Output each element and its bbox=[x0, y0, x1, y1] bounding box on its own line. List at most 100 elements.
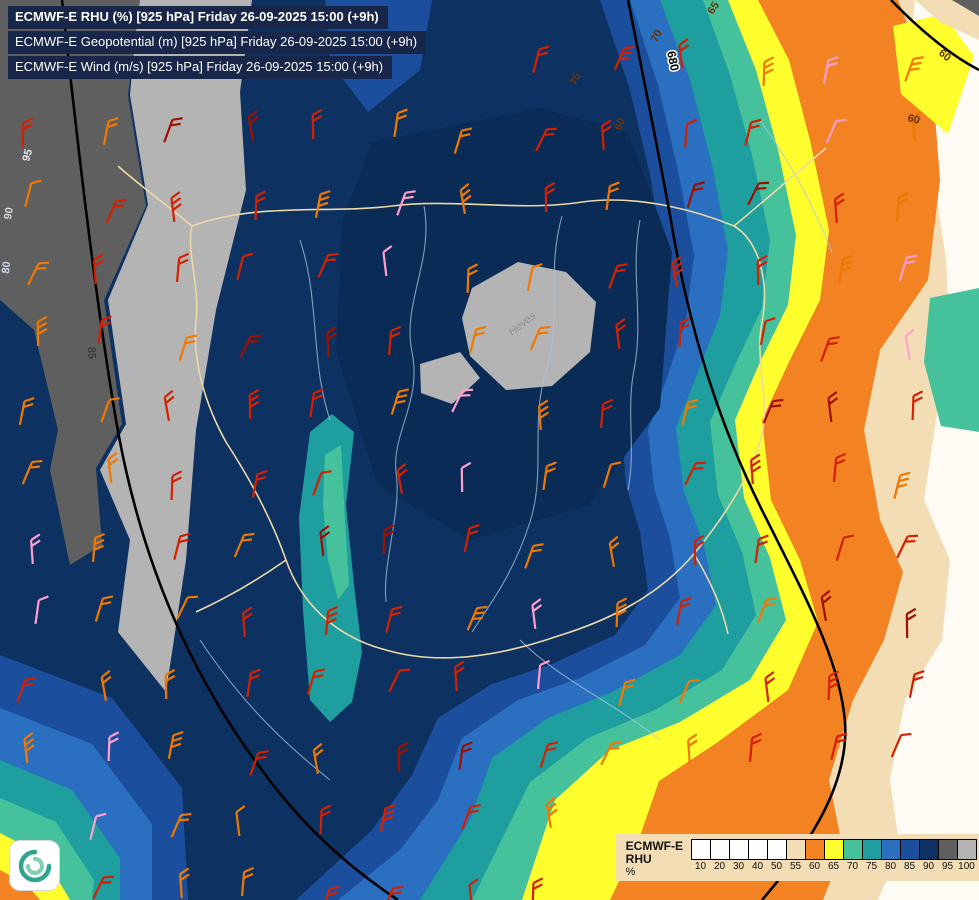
geopotential-contour-west bbox=[60, 0, 399, 900]
wind-barb bbox=[896, 534, 919, 559]
wind-barb bbox=[163, 389, 175, 422]
wind-barb bbox=[827, 670, 840, 701]
wind-barb bbox=[904, 328, 915, 361]
legend-value: 60 bbox=[808, 861, 821, 872]
wind-barb bbox=[675, 597, 692, 626]
wind-barb bbox=[396, 190, 416, 216]
wind-barb bbox=[382, 245, 393, 277]
wind-barb bbox=[827, 391, 839, 423]
provider-logo[interactable] bbox=[10, 841, 59, 890]
wind-barb bbox=[319, 804, 332, 835]
wind-barb bbox=[608, 535, 620, 568]
wind-barb bbox=[762, 56, 775, 87]
legend-model-label: ECMWF-E bbox=[625, 839, 683, 853]
wind-barb bbox=[248, 388, 260, 420]
wind-barb bbox=[21, 459, 43, 485]
contour-label: 95 bbox=[20, 148, 35, 163]
contour-label: 70 bbox=[649, 28, 665, 44]
wind-barb bbox=[830, 732, 848, 760]
wind-barb bbox=[681, 398, 699, 426]
rhu-ne-95-corner bbox=[952, 0, 979, 16]
wind-barb bbox=[754, 534, 769, 564]
wind-barb bbox=[89, 812, 107, 840]
legend-swatch bbox=[729, 839, 749, 860]
legend-value: 55 bbox=[789, 861, 802, 872]
wind-barb bbox=[832, 452, 846, 483]
wind-barb bbox=[239, 334, 262, 359]
wind-barb bbox=[908, 670, 925, 699]
wind-barb bbox=[176, 595, 199, 620]
legend-swatch bbox=[881, 839, 901, 860]
rhu-ne-65-70-band bbox=[893, 14, 974, 134]
wind-barb bbox=[322, 885, 340, 900]
legend-swatch bbox=[805, 839, 825, 860]
wind-barb bbox=[762, 398, 784, 424]
wind-barb bbox=[600, 119, 612, 151]
contour-label: 75 bbox=[568, 71, 584, 87]
river-lines bbox=[199, 119, 833, 781]
wind-barb bbox=[107, 731, 120, 762]
wind-barb bbox=[175, 252, 189, 283]
wind-barb bbox=[747, 181, 770, 206]
wind-barb bbox=[531, 598, 543, 630]
wind-barb bbox=[170, 470, 183, 501]
wind-barb bbox=[461, 804, 481, 830]
legend-value: 70 bbox=[846, 861, 859, 872]
wind-barb bbox=[748, 732, 762, 763]
title-geopotential: ECMWF-E Geopotential (m) [925 hPa] Frida… bbox=[8, 31, 427, 54]
wind-barb bbox=[247, 109, 259, 142]
wind-barb bbox=[21, 117, 34, 148]
wind-barb bbox=[382, 885, 404, 900]
legend-value: 10 bbox=[694, 861, 707, 872]
legend-value: 100 bbox=[958, 861, 975, 872]
legend: ECMWF-E RHU % 10 20 30 40 50 55 60 65 70 75 80 85 90… bbox=[615, 834, 979, 881]
wind-barb bbox=[170, 812, 192, 838]
wind-barb bbox=[822, 56, 839, 85]
title-block: ECMWF-E RHU (%) [925 hPa] Friday 26-09-2… bbox=[8, 6, 427, 81]
wind-barb bbox=[764, 671, 776, 703]
wind-barb bbox=[170, 191, 182, 223]
legend-swatch bbox=[767, 839, 787, 860]
wind-barb bbox=[686, 733, 698, 765]
wind-barb bbox=[29, 533, 41, 565]
legend-swatch bbox=[786, 839, 806, 860]
wind-barb bbox=[254, 190, 267, 221]
wind-barb bbox=[905, 607, 917, 639]
wind-barb bbox=[825, 118, 847, 144]
wind-barb bbox=[469, 325, 487, 353]
wind-barb bbox=[613, 45, 635, 71]
wind-barb bbox=[107, 452, 119, 484]
wind-barb bbox=[319, 525, 331, 557]
wind-barb bbox=[460, 461, 472, 493]
wind-barb bbox=[27, 261, 50, 286]
wind-barb bbox=[671, 255, 684, 288]
legend-value: 75 bbox=[865, 861, 878, 872]
geopotential-contours bbox=[60, 0, 979, 900]
legend-swatch bbox=[900, 839, 920, 860]
contour-label: 60 bbox=[613, 116, 628, 132]
wind-barb bbox=[615, 597, 628, 628]
wind-barb bbox=[759, 317, 776, 346]
legend-swatch bbox=[957, 839, 977, 860]
wind-barb bbox=[820, 336, 840, 362]
wind-barb bbox=[385, 605, 403, 633]
wind-barb bbox=[820, 589, 832, 622]
title-rhu: ECMWF-E RHU (%) [925 hPa] Friday 26-09-2… bbox=[8, 6, 388, 29]
legend-swatch bbox=[938, 839, 958, 860]
wind-barb bbox=[756, 254, 768, 286]
geopotential-label: 680 bbox=[664, 50, 682, 73]
wind-barb-layer bbox=[16, 38, 925, 900]
wind-barb bbox=[251, 470, 268, 499]
contour-label: 80 bbox=[0, 261, 13, 274]
wind-barb bbox=[379, 804, 396, 833]
contour-label: 65 bbox=[705, 0, 722, 17]
wind-barb bbox=[382, 524, 395, 555]
legend-unit-label: % bbox=[625, 866, 636, 878]
wind-barb bbox=[92, 253, 104, 285]
wind-barb bbox=[390, 388, 410, 415]
wind-barb bbox=[833, 192, 845, 224]
wind-barb bbox=[317, 252, 339, 278]
legend-swatches bbox=[691, 839, 977, 860]
